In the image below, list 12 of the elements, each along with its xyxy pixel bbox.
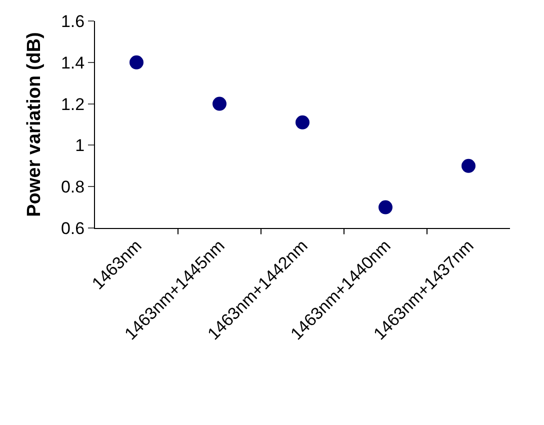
y-tick-label: 0.8 <box>60 178 85 197</box>
y-tick-label: 1.4 <box>60 53 85 72</box>
point <box>378 200 392 214</box>
y-tick-label: 1 <box>75 136 85 156</box>
y-tick-label: 0.6 <box>60 218 85 238</box>
point <box>462 158 476 173</box>
point <box>130 55 144 70</box>
y-axis-title: Power variation (dB) <box>24 32 45 217</box>
point <box>212 96 226 111</box>
y-tick-label: 1.6 <box>60 12 85 31</box>
y-tick-label: 1.2 <box>60 94 85 114</box>
point <box>296 115 310 130</box>
